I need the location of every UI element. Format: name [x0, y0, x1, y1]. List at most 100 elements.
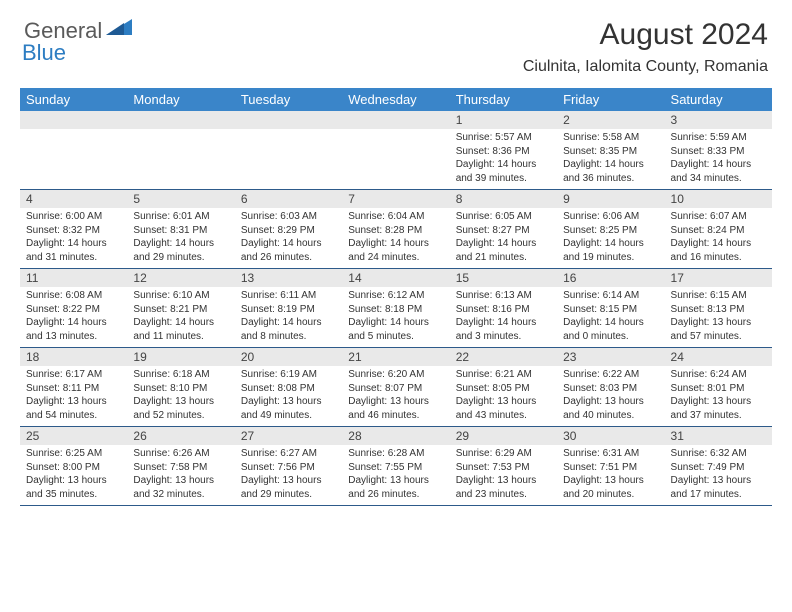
logo-text-blue: Blue — [22, 40, 66, 65]
day-detail-cell: Sunrise: 6:17 AMSunset: 8:11 PMDaylight:… — [20, 366, 127, 427]
day-detail: Sunrise: 6:04 AMSunset: 8:28 PMDaylight:… — [342, 208, 449, 268]
day-number: 21 — [342, 348, 449, 366]
day-detail: Sunrise: 5:57 AMSunset: 8:36 PMDaylight:… — [450, 129, 557, 189]
day-detail: Sunrise: 6:13 AMSunset: 8:16 PMDaylight:… — [450, 287, 557, 347]
day-detail-cell: Sunrise: 6:01 AMSunset: 8:31 PMDaylight:… — [127, 208, 234, 269]
day-detail-cell: Sunrise: 6:00 AMSunset: 8:32 PMDaylight:… — [20, 208, 127, 269]
day-detail-cell: Sunrise: 6:12 AMSunset: 8:18 PMDaylight:… — [342, 287, 449, 348]
day-detail-cell: Sunrise: 6:06 AMSunset: 8:25 PMDaylight:… — [557, 208, 664, 269]
day-detail-cell: Sunrise: 6:31 AMSunset: 7:51 PMDaylight:… — [557, 445, 664, 506]
day-number-cell: 27 — [235, 427, 342, 446]
day-number-cell: 10 — [665, 190, 772, 209]
day-detail-cell: Sunrise: 6:25 AMSunset: 8:00 PMDaylight:… — [20, 445, 127, 506]
day-number: 3 — [665, 111, 772, 129]
header: General August 2024 Ciulnita, Ialomita C… — [0, 0, 792, 80]
day-number-cell: 22 — [450, 348, 557, 367]
day-number: 26 — [127, 427, 234, 445]
month-title: August 2024 — [523, 18, 768, 52]
day-detail-cell: Sunrise: 5:57 AMSunset: 8:36 PMDaylight:… — [450, 129, 557, 190]
day-number-cell: 15 — [450, 269, 557, 288]
day-number-cell: 26 — [127, 427, 234, 446]
day-detail-cell: Sunrise: 6:11 AMSunset: 8:19 PMDaylight:… — [235, 287, 342, 348]
day-detail-cell: Sunrise: 5:59 AMSunset: 8:33 PMDaylight:… — [665, 129, 772, 190]
day-number: 11 — [20, 269, 127, 287]
day-detail: Sunrise: 6:07 AMSunset: 8:24 PMDaylight:… — [665, 208, 772, 268]
day-detail-cell: Sunrise: 6:26 AMSunset: 7:58 PMDaylight:… — [127, 445, 234, 506]
day-number: 6 — [235, 190, 342, 208]
weekday-header: Monday — [127, 88, 234, 111]
day-detail: Sunrise: 6:17 AMSunset: 8:11 PMDaylight:… — [20, 366, 127, 426]
day-detail-cell — [127, 129, 234, 190]
day-detail-cell: Sunrise: 6:19 AMSunset: 8:08 PMDaylight:… — [235, 366, 342, 427]
day-number: 31 — [665, 427, 772, 445]
day-detail: Sunrise: 5:59 AMSunset: 8:33 PMDaylight:… — [665, 129, 772, 189]
day-detail: Sunrise: 6:08 AMSunset: 8:22 PMDaylight:… — [20, 287, 127, 347]
day-number-cell: 13 — [235, 269, 342, 288]
day-number-cell: 18 — [20, 348, 127, 367]
day-number: 13 — [235, 269, 342, 287]
week-daynum-row: 25262728293031 — [20, 427, 772, 446]
weekday-header: Sunday — [20, 88, 127, 111]
day-detail-cell: Sunrise: 6:15 AMSunset: 8:13 PMDaylight:… — [665, 287, 772, 348]
day-detail-cell: Sunrise: 6:14 AMSunset: 8:15 PMDaylight:… — [557, 287, 664, 348]
day-number-cell: 16 — [557, 269, 664, 288]
day-detail-cell: Sunrise: 6:13 AMSunset: 8:16 PMDaylight:… — [450, 287, 557, 348]
day-detail: Sunrise: 6:29 AMSunset: 7:53 PMDaylight:… — [450, 445, 557, 505]
week-detail-row: Sunrise: 5:57 AMSunset: 8:36 PMDaylight:… — [20, 129, 772, 190]
day-number-cell: 4 — [20, 190, 127, 209]
day-number-cell — [20, 111, 127, 129]
day-number: 23 — [557, 348, 664, 366]
day-detail-cell: Sunrise: 6:03 AMSunset: 8:29 PMDaylight:… — [235, 208, 342, 269]
day-number: 24 — [665, 348, 772, 366]
day-number: 8 — [450, 190, 557, 208]
day-detail: Sunrise: 5:58 AMSunset: 8:35 PMDaylight:… — [557, 129, 664, 189]
day-number — [127, 111, 234, 115]
day-number: 9 — [557, 190, 664, 208]
day-detail: Sunrise: 6:26 AMSunset: 7:58 PMDaylight:… — [127, 445, 234, 505]
day-number-cell: 11 — [20, 269, 127, 288]
day-number-cell: 17 — [665, 269, 772, 288]
week-detail-row: Sunrise: 6:08 AMSunset: 8:22 PMDaylight:… — [20, 287, 772, 348]
day-detail: Sunrise: 6:24 AMSunset: 8:01 PMDaylight:… — [665, 366, 772, 426]
day-number-cell: 24 — [665, 348, 772, 367]
day-number: 1 — [450, 111, 557, 129]
day-number: 16 — [557, 269, 664, 287]
weekday-header: Tuesday — [235, 88, 342, 111]
day-number — [20, 111, 127, 115]
day-detail-cell: Sunrise: 6:08 AMSunset: 8:22 PMDaylight:… — [20, 287, 127, 348]
day-number-cell: 25 — [20, 427, 127, 446]
day-detail: Sunrise: 6:21 AMSunset: 8:05 PMDaylight:… — [450, 366, 557, 426]
day-number: 5 — [127, 190, 234, 208]
day-detail: Sunrise: 6:01 AMSunset: 8:31 PMDaylight:… — [127, 208, 234, 268]
day-detail-cell: Sunrise: 6:29 AMSunset: 7:53 PMDaylight:… — [450, 445, 557, 506]
day-number-cell: 30 — [557, 427, 664, 446]
day-number: 28 — [342, 427, 449, 445]
week-daynum-row: 123 — [20, 111, 772, 129]
day-number-cell: 14 — [342, 269, 449, 288]
day-number-cell — [342, 111, 449, 129]
day-number: 18 — [20, 348, 127, 366]
day-number: 15 — [450, 269, 557, 287]
day-detail: Sunrise: 6:19 AMSunset: 8:08 PMDaylight:… — [235, 366, 342, 426]
day-number: 25 — [20, 427, 127, 445]
weekday-header: Thursday — [450, 88, 557, 111]
day-detail: Sunrise: 6:00 AMSunset: 8:32 PMDaylight:… — [20, 208, 127, 268]
week-detail-row: Sunrise: 6:25 AMSunset: 8:00 PMDaylight:… — [20, 445, 772, 506]
day-detail-cell: Sunrise: 6:20 AMSunset: 8:07 PMDaylight:… — [342, 366, 449, 427]
day-detail-cell: Sunrise: 6:07 AMSunset: 8:24 PMDaylight:… — [665, 208, 772, 269]
week-detail-row: Sunrise: 6:00 AMSunset: 8:32 PMDaylight:… — [20, 208, 772, 269]
day-detail-cell — [342, 129, 449, 190]
day-detail-cell: Sunrise: 6:24 AMSunset: 8:01 PMDaylight:… — [665, 366, 772, 427]
day-detail: Sunrise: 6:15 AMSunset: 8:13 PMDaylight:… — [665, 287, 772, 347]
day-number-cell: 19 — [127, 348, 234, 367]
day-detail-cell: Sunrise: 6:21 AMSunset: 8:05 PMDaylight:… — [450, 366, 557, 427]
day-number-cell: 29 — [450, 427, 557, 446]
day-detail: Sunrise: 6:27 AMSunset: 7:56 PMDaylight:… — [235, 445, 342, 505]
day-number — [235, 111, 342, 115]
day-number-cell: 28 — [342, 427, 449, 446]
weekday-header: Saturday — [665, 88, 772, 111]
day-detail — [127, 129, 234, 183]
day-number: 7 — [342, 190, 449, 208]
day-number: 22 — [450, 348, 557, 366]
calendar-table: SundayMondayTuesdayWednesdayThursdayFrid… — [20, 88, 772, 506]
